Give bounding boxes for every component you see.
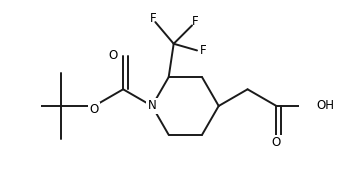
Text: F: F (192, 15, 199, 28)
Text: O: O (272, 136, 281, 149)
Text: F: F (149, 12, 156, 25)
Text: F: F (200, 44, 206, 57)
Text: OH: OH (316, 100, 334, 112)
Text: N: N (148, 100, 156, 112)
Text: O: O (90, 103, 99, 116)
Text: O: O (109, 49, 118, 63)
